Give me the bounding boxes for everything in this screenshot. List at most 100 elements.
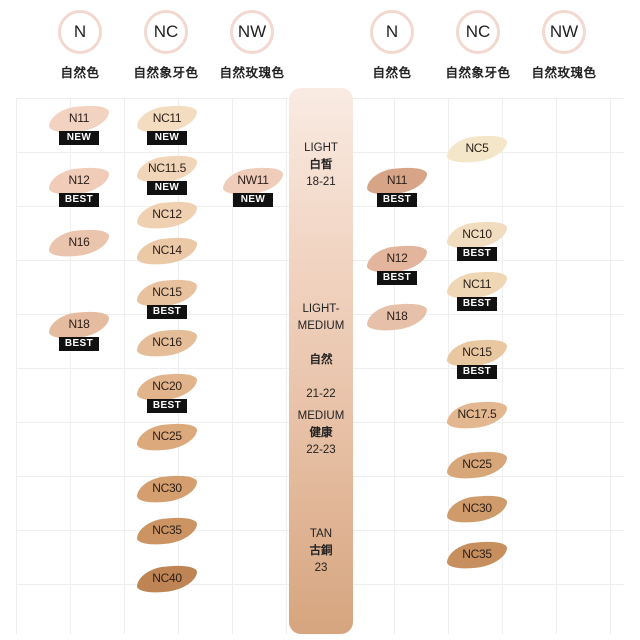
shade-swatch: NC35 — [445, 538, 509, 572]
shade-swatch: N12 — [47, 164, 111, 198]
header-circle: N — [58, 10, 102, 54]
shade-swatch: NC30 — [445, 492, 509, 526]
shade-code: NC30 — [152, 481, 182, 495]
shade-code: NC16 — [152, 335, 182, 349]
zone-cn: 健康 — [309, 427, 333, 439]
shade-swatch: N11 — [365, 164, 429, 198]
zone-en: LIGHT — [304, 142, 338, 154]
shade-code: N18 — [386, 309, 408, 323]
header-label: 自然象牙色 — [445, 66, 511, 80]
shade-swatch: N18 — [47, 308, 111, 342]
shade-code: NC40 — [152, 571, 182, 585]
zone-en: MEDIUM — [297, 410, 345, 422]
shade-badge: NEW — [233, 193, 273, 207]
shade-badge: BEST — [457, 247, 497, 261]
shade-badge: BEST — [457, 297, 497, 311]
shade-swatch: NC14 — [135, 234, 199, 268]
shade-badge: BEST — [457, 365, 497, 379]
shade-badge: NEW — [147, 181, 187, 195]
header-right-n: N 自然色 — [350, 10, 434, 81]
header-label: 自然象牙色 — [133, 66, 199, 80]
zone-range: 18-21 — [306, 176, 336, 188]
zone-range: 23 — [314, 562, 328, 574]
shade-badge: BEST — [59, 337, 99, 351]
zone-cn: 白皙 — [309, 159, 333, 171]
shade-code: N11 — [386, 173, 408, 187]
header-left-nw: NW 自然玫瑰色 — [210, 10, 294, 81]
zone-en: LIGHT- MEDIUM — [297, 303, 345, 332]
shade-swatch: NC11.5 — [135, 152, 199, 186]
shade-badge: BEST — [377, 271, 417, 285]
shade-swatch: NC10 — [445, 218, 509, 252]
shade-swatch: N18 — [365, 300, 429, 334]
shade-code: NC11.5 — [148, 161, 186, 175]
zone-cn: 自然 — [309, 354, 333, 366]
header-right-nw: NW 自然玫瑰色 — [522, 10, 606, 81]
shade-swatch: NC30 — [135, 472, 199, 506]
shade-badge: BEST — [377, 193, 417, 207]
shade-code: NC25 — [152, 429, 182, 443]
shade-badge: BEST — [147, 305, 187, 319]
header-circle: NW — [230, 10, 274, 54]
shade-badge: BEST — [59, 193, 99, 207]
shade-code: NC15 — [462, 345, 492, 359]
zone-medium: MEDIUM 健康 22-23 — [289, 408, 353, 459]
header-label: 自然色 — [60, 66, 100, 80]
zone-cn: 古銅 — [309, 545, 333, 557]
shade-code: N12 — [386, 251, 408, 265]
shade-code: NC5 — [465, 141, 489, 155]
shade-swatch: NW11 — [221, 164, 285, 198]
shade-swatch: NC12 — [135, 198, 199, 232]
shade-code: N18 — [68, 317, 90, 331]
header-label: 自然玫瑰色 — [531, 66, 597, 80]
shade-swatch: NC5 — [445, 132, 509, 166]
shade-code: NC20 — [152, 379, 182, 393]
header-circle: NC — [456, 10, 500, 54]
shade-code: N12 — [68, 173, 90, 187]
shade-badge: NEW — [147, 131, 187, 145]
zone-range: 21-22 — [306, 388, 336, 400]
header-circle: NW — [542, 10, 586, 54]
shade-swatch: N16 — [47, 226, 111, 260]
zone-en: TAN — [309, 528, 333, 540]
skin-tone-scale: LIGHT 白皙 18-21 LIGHT- MEDIUM 自然 21-22 ME… — [289, 88, 353, 634]
shade-code: NC17.5 — [457, 407, 497, 421]
shade-badge: NEW — [59, 131, 99, 145]
shade-code: N11 — [68, 111, 90, 125]
shade-swatch: NC11 — [135, 102, 199, 136]
shade-swatch: NC16 — [135, 326, 199, 360]
shade-swatch: NC15 — [445, 336, 509, 370]
shade-code: NC30 — [462, 501, 492, 515]
shade-code: NC35 — [152, 523, 182, 537]
shade-swatch: NC25 — [135, 420, 199, 454]
shade-code: NC11 — [462, 277, 492, 291]
shade-swatch: NC17.5 — [445, 398, 509, 432]
shade-swatch: NC20 — [135, 370, 199, 404]
zone-light-medium: LIGHT- MEDIUM 自然 21-22 — [289, 284, 353, 420]
shade-swatch: NC11 — [445, 268, 509, 302]
header-label: 自然色 — [372, 66, 412, 80]
shade-code: N16 — [68, 235, 90, 249]
shade-code: NC35 — [462, 547, 492, 561]
header-circle: N — [370, 10, 414, 54]
shade-swatch: N11 — [47, 102, 111, 136]
shade-code: NW11 — [237, 173, 269, 187]
shade-swatch: NC35 — [135, 514, 199, 548]
shade-badge: BEST — [147, 399, 187, 413]
zone-light: LIGHT 白皙 18-21 — [289, 140, 353, 191]
header-label: 自然玫瑰色 — [219, 66, 285, 80]
header-left-nc: NC 自然象牙色 — [124, 10, 208, 81]
shade-swatch: N12 — [365, 242, 429, 276]
shade-code: NC11 — [152, 111, 182, 125]
shade-swatch: NC25 — [445, 448, 509, 482]
shade-swatch: NC15 — [135, 276, 199, 310]
shade-code: NC10 — [462, 227, 492, 241]
zone-tan: TAN 古銅 23 — [289, 526, 353, 577]
shade-code: NC14 — [152, 243, 182, 257]
shade-code: NC15 — [152, 285, 182, 299]
header-circle: NC — [144, 10, 188, 54]
header-left-n: N 自然色 — [38, 10, 122, 81]
shade-code: NC12 — [152, 207, 182, 221]
zone-range: 22-23 — [306, 444, 336, 456]
header-right-nc: NC 自然象牙色 — [436, 10, 520, 81]
